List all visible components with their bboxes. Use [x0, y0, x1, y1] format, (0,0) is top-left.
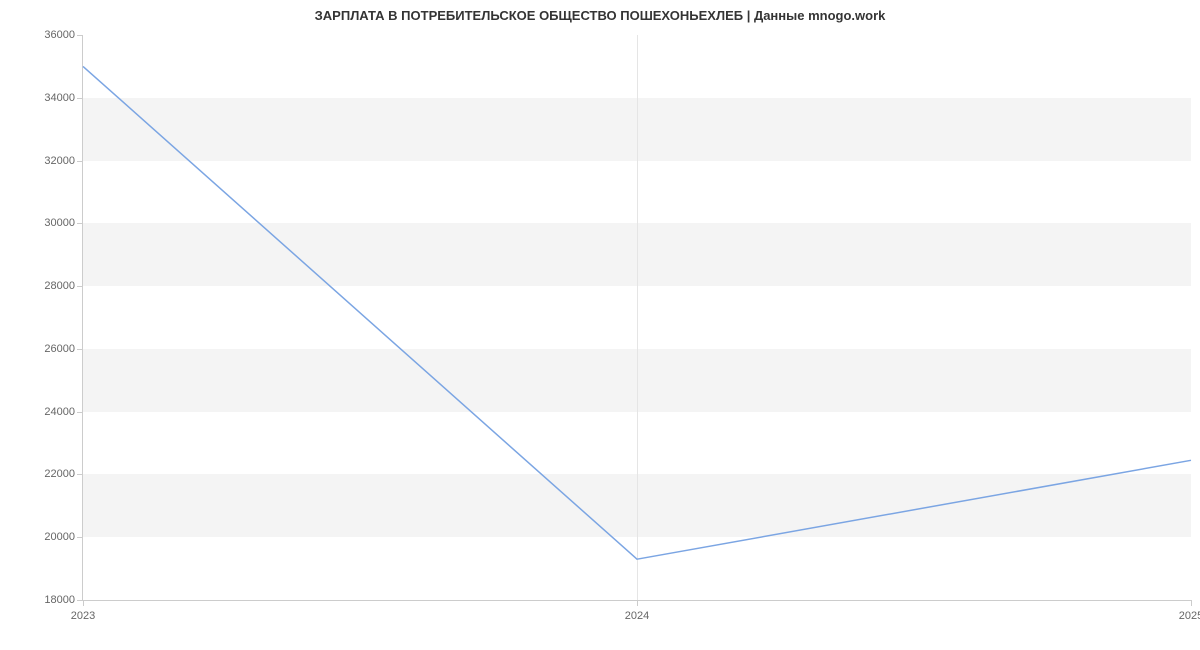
y-tick-mark [77, 223, 83, 224]
x-tick-mark [637, 600, 638, 606]
x-tick-label: 2024 [625, 610, 649, 622]
y-tick-mark [77, 98, 83, 99]
y-tick-label: 26000 [33, 343, 75, 355]
y-tick-label: 36000 [33, 29, 75, 41]
x-tick-label: 2025 [1179, 610, 1200, 622]
line-series [83, 35, 1191, 600]
y-tick-label: 30000 [33, 217, 75, 229]
series-line [83, 66, 1191, 559]
y-tick-mark [77, 349, 83, 350]
y-tick-mark [77, 286, 83, 287]
y-tick-label: 20000 [33, 531, 75, 543]
y-tick-label: 28000 [33, 280, 75, 292]
y-tick-mark [77, 161, 83, 162]
plot-area: 1800020000220002400026000280003000032000… [82, 35, 1191, 601]
x-tick-mark [83, 600, 84, 606]
y-tick-mark [77, 474, 83, 475]
y-tick-label: 24000 [33, 406, 75, 418]
y-tick-label: 32000 [33, 155, 75, 167]
salary-chart: ЗАРПЛАТА В ПОТРЕБИТЕЛЬСКОЕ ОБЩЕСТВО ПОШЕ… [0, 0, 1200, 650]
y-tick-mark [77, 537, 83, 538]
x-tick-label: 2023 [71, 610, 95, 622]
y-tick-mark [77, 35, 83, 36]
y-tick-label: 34000 [33, 92, 75, 104]
y-tick-label: 22000 [33, 468, 75, 480]
chart-title: ЗАРПЛАТА В ПОТРЕБИТЕЛЬСКОЕ ОБЩЕСТВО ПОШЕ… [0, 8, 1200, 23]
x-tick-mark [1191, 600, 1192, 606]
y-tick-label: 18000 [33, 594, 75, 606]
y-tick-mark [77, 412, 83, 413]
